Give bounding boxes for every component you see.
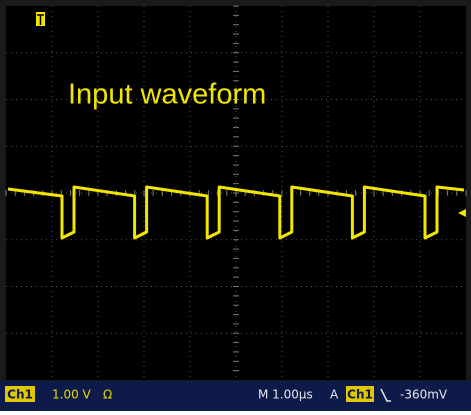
trigger-marker: [36, 12, 45, 26]
trigger-source: Ch1: [347, 388, 373, 402]
channel: Ch1: [7, 388, 33, 402]
trigger-level: -360mV: [400, 388, 448, 402]
annotation: Input waveform: [68, 79, 266, 111]
oscilloscope: Input waveform Ch1 1.00 V Ω M 1.00µs A C…: [0, 0, 471, 411]
timebase: M 1.00µs: [258, 388, 313, 402]
coupling: Ω: [103, 388, 112, 402]
trigger-mode: A: [330, 388, 339, 402]
volts-per-div: 1.00 V: [52, 388, 92, 402]
